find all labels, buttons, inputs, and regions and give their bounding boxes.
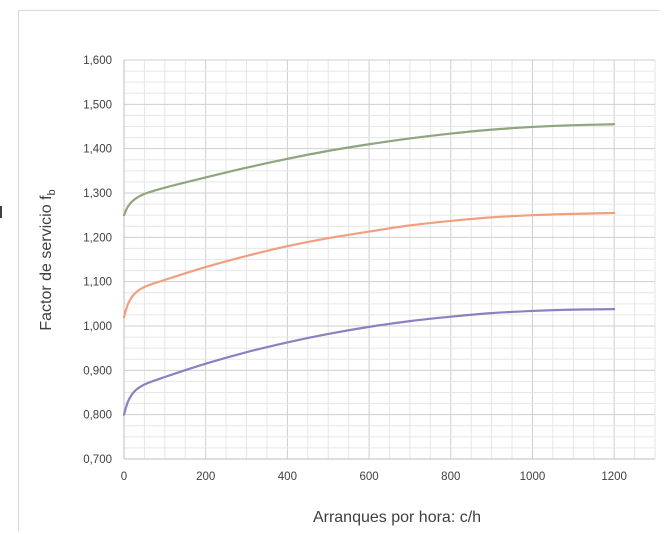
series-line-3 bbox=[122, 308, 616, 416]
series-group bbox=[122, 123, 616, 416]
edge-mark bbox=[0, 206, 2, 218]
x-tick-label: 400 bbox=[278, 471, 297, 483]
x-axis-ticks: 0 200 400 600 800 1000 1200 bbox=[121, 471, 627, 483]
x-tick-label: 800 bbox=[441, 471, 460, 483]
series-line-1 bbox=[122, 123, 616, 217]
y-axis-title: Factor de servicio fb bbox=[38, 189, 58, 330]
y-tick-label: 1,400 bbox=[83, 144, 112, 156]
x-tick-label: 1200 bbox=[601, 471, 627, 483]
y-tick-label: 0,900 bbox=[83, 365, 112, 377]
x-axis-title: Arranques por hora: c/h bbox=[313, 509, 481, 526]
y-tick-label: 1,300 bbox=[83, 188, 112, 200]
y-tick-label: 1,000 bbox=[83, 321, 112, 333]
y-axis-title-subscript: b bbox=[46, 189, 58, 195]
x-tick-label: 200 bbox=[196, 471, 215, 483]
y-tick-label: 1,200 bbox=[83, 232, 112, 244]
series-line-2 bbox=[122, 211, 616, 319]
y-tick-label: 0,700 bbox=[83, 454, 112, 466]
x-tick-label: 0 bbox=[121, 471, 127, 483]
y-tick-label: 1,500 bbox=[83, 99, 112, 111]
y-tick-label: 1,600 bbox=[83, 55, 112, 67]
y-axis-ticks: 0,700 0,800 0,900 1,000 1,100 1,200 1,300 1,400… bbox=[83, 55, 112, 466]
y-tick-label: 0,800 bbox=[83, 410, 112, 422]
y-axis-title-main: Factor de servicio f bbox=[38, 195, 55, 331]
x-tick-label: 1000 bbox=[520, 471, 546, 483]
grid bbox=[123, 59, 656, 460]
y-tick-label: 1,100 bbox=[83, 277, 112, 289]
x-tick-label: 600 bbox=[359, 471, 378, 483]
